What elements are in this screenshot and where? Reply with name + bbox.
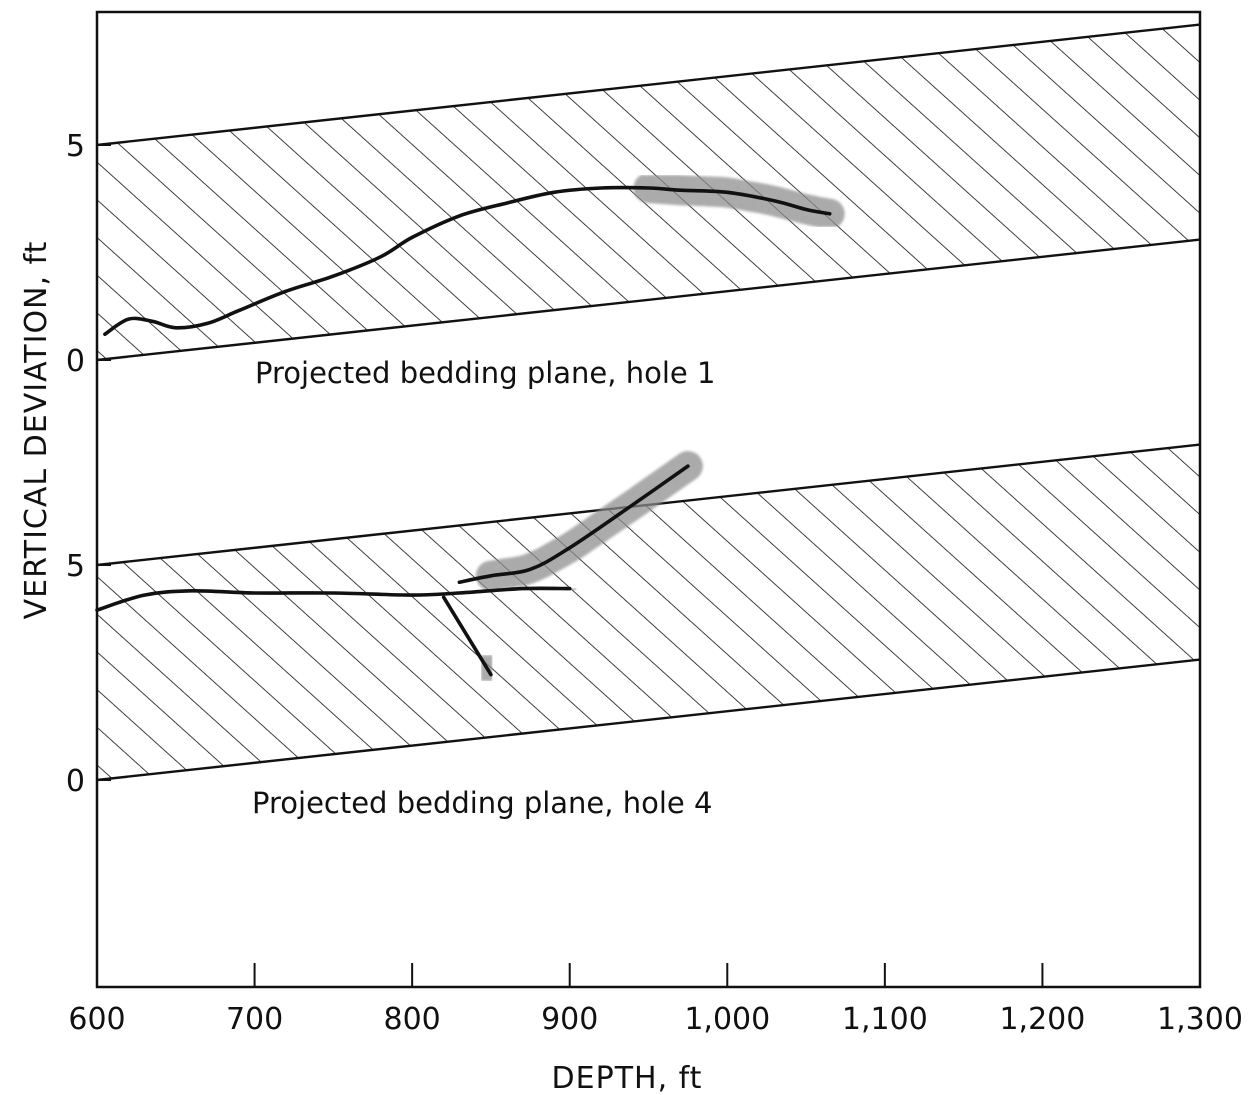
bedding-band-upper-edge-1 (96, 23, 1201, 147)
x-tick-label: 700 (226, 1002, 283, 1037)
x-tick-label: 1,200 (999, 1002, 1085, 1037)
x-tick-label: 1,100 (842, 1002, 928, 1037)
x-tick-label: 600 (68, 1002, 125, 1037)
band-label-hole-4: Projected bedding plane, hole 4 (252, 786, 712, 820)
series-layer (95, 185, 832, 677)
bedding-band-fill-2 (97, 444, 1200, 780)
x-tick-label: 800 (384, 1002, 441, 1037)
y-tick-label: 0 (66, 344, 85, 379)
band-label-hole-1: Projected bedding plane, hole 1 (255, 356, 715, 390)
x-axis-title: DEPTH, ft (552, 1061, 703, 1095)
bedding-band-lower-edge-2 (96, 658, 1201, 782)
y-axis-title: VERTICAL DEVIATION, ft (19, 241, 54, 620)
hole-trace-2-1 (95, 586, 572, 612)
hole-trace-2-2 (441, 595, 493, 677)
x-tick-label: 1,000 (684, 1002, 770, 1037)
y-axis: 0 5 0 5 (66, 129, 111, 799)
hole-trace-1-1 (103, 185, 832, 336)
bands-layer (96, 23, 1201, 782)
hole-trace-2-3 (457, 464, 690, 584)
bedding-band-lower-edge-1 (96, 238, 1201, 362)
x-tick-label: 1,300 (1157, 1002, 1243, 1037)
y-tick-label: 5 (66, 549, 85, 584)
x-axis: 600 700 800 900 1,000 1,100 1,200 1,300 (68, 963, 1243, 1037)
y-tick-label: 0 (66, 764, 85, 799)
y-tick-label: 5 (66, 129, 85, 164)
x-tick-label: 900 (541, 1002, 598, 1037)
